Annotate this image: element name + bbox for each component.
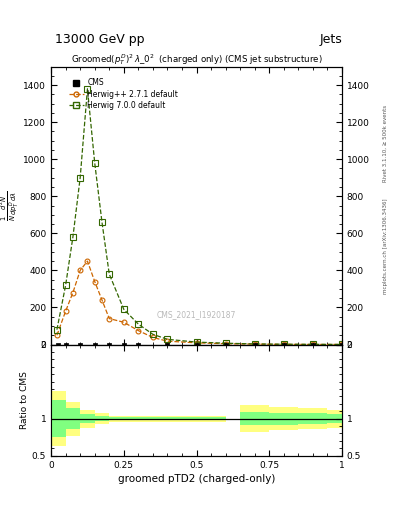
Bar (255, 406, 269, 432)
Bar (138, 416, 153, 421)
Bar (182, 417, 196, 420)
Bar (124, 417, 138, 420)
Bar (138, 417, 153, 420)
Bar (196, 416, 211, 421)
Bar (313, 413, 327, 424)
Point (222, 340, 229, 349)
Bar (80, 410, 95, 428)
Bar (211, 417, 226, 420)
Point (121, 340, 127, 349)
Point (193, 340, 200, 349)
Bar (80, 414, 95, 423)
Text: Jets: Jets (319, 33, 342, 46)
Bar (327, 410, 342, 428)
X-axis label: groomed pTD2 (charged-only): groomed pTD2 (charged-only) (118, 474, 275, 484)
Bar (196, 417, 211, 420)
Bar (284, 407, 298, 431)
Bar (109, 417, 124, 420)
Point (310, 340, 316, 349)
Bar (66, 408, 80, 429)
Text: Rivet 3.1.10, ≥ 500k events: Rivet 3.1.10, ≥ 500k events (383, 105, 387, 182)
Point (106, 340, 112, 349)
Bar (167, 416, 182, 421)
Y-axis label: Ratio to CMS: Ratio to CMS (20, 371, 29, 429)
Point (339, 340, 345, 349)
Point (77, 340, 83, 349)
Bar (95, 416, 109, 421)
Point (164, 340, 171, 349)
Title: Groomed$(p_T^D)^2\,\lambda\_0^2$  (charged only) (CMS jet substructure): Groomed$(p_T^D)^2\,\lambda\_0^2$ (charge… (71, 52, 322, 67)
Bar (240, 412, 255, 425)
Bar (182, 416, 196, 421)
Bar (167, 417, 182, 420)
Bar (153, 416, 167, 421)
Bar (284, 413, 298, 424)
Bar (298, 408, 313, 429)
Bar (327, 414, 342, 423)
Bar (51, 391, 66, 446)
Bar (95, 413, 109, 424)
Bar (240, 406, 255, 432)
Bar (269, 407, 284, 431)
Point (62, 340, 69, 349)
Point (281, 340, 287, 349)
Y-axis label: $\frac{1}{N}\frac{d^2N}{dp_T^D\,d\lambda}$: $\frac{1}{N}\frac{d^2N}{dp_T^D\,d\lambda… (0, 190, 22, 221)
Legend: CMS, Herwig++ 2.7.1 default, Herwig 7.0.0 default: CMS, Herwig++ 2.7.1 default, Herwig 7.0.… (66, 76, 180, 112)
Text: mcplots.cern.ch [arXiv:1306.3436]: mcplots.cern.ch [arXiv:1306.3436] (383, 198, 387, 293)
Bar (211, 416, 226, 421)
Bar (313, 408, 327, 429)
Text: 13000 GeV pp: 13000 GeV pp (55, 33, 145, 46)
Bar (153, 417, 167, 420)
Bar (66, 401, 80, 436)
Bar (269, 413, 284, 424)
Point (135, 340, 141, 349)
Bar (124, 416, 138, 421)
Point (55, 340, 62, 349)
Bar (109, 416, 124, 421)
Bar (51, 400, 66, 437)
Bar (298, 413, 313, 424)
Bar (255, 412, 269, 425)
Point (252, 340, 258, 349)
Point (92, 340, 98, 349)
Text: CMS_2021_I1920187: CMS_2021_I1920187 (157, 310, 236, 318)
